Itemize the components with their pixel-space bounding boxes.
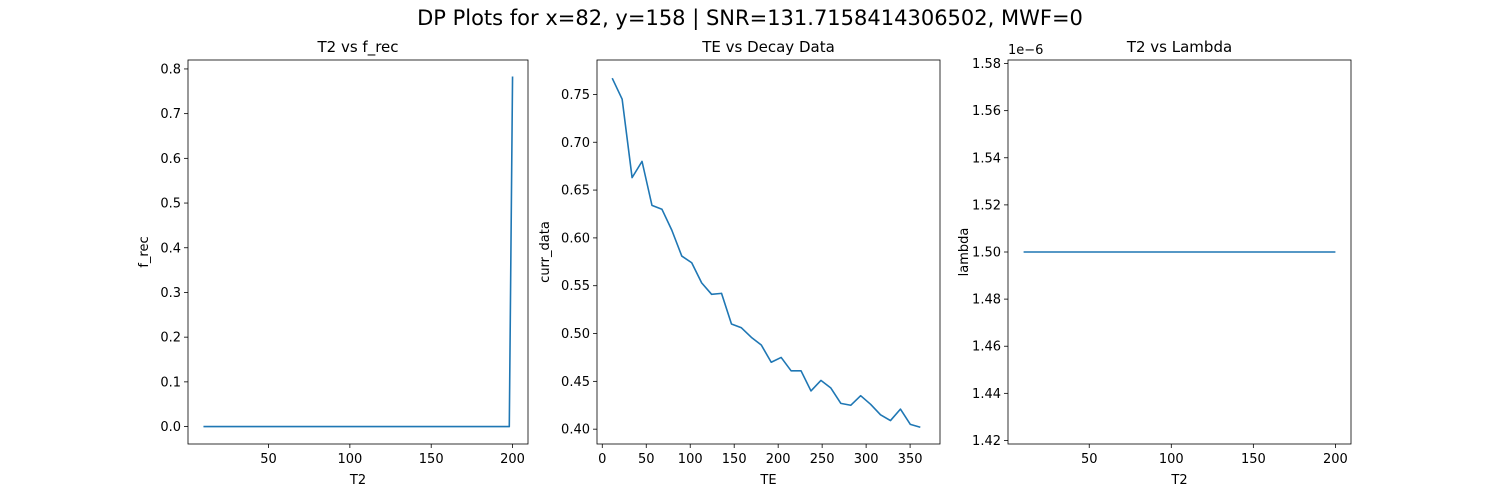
y-tick-label: 1.58: [972, 57, 1001, 72]
x-tick-label: 50: [260, 452, 277, 467]
data-line: [203, 76, 514, 428]
y-tick-label: 0.55: [561, 279, 590, 294]
y-axis-label: curr_data: [538, 221, 553, 283]
x-axis-label: T2: [349, 473, 366, 488]
y-tick-label: 0.65: [561, 184, 590, 199]
x-tick-label: 100: [678, 452, 703, 467]
y-tick-label: 0.50: [561, 327, 590, 342]
y-axis-label: f_rec: [137, 236, 152, 267]
subplot-3: T2 vs Lambda 50 100 150 200 1.42 1.44 1.46 1.48 1…: [957, 38, 1352, 488]
y-axis-offset-text: 1e−6: [1008, 43, 1043, 58]
x-tick-label: 200: [766, 452, 791, 467]
y-tick-label: 0.2: [160, 331, 181, 346]
y-tick-label: 0.4: [160, 241, 181, 256]
subplot-title: T2 vs f_rec: [316, 38, 398, 57]
x-tick-label: 200: [1323, 452, 1348, 467]
y-tick-label: 1.56: [972, 104, 1001, 119]
y-tick-label: 0.75: [561, 88, 590, 103]
axes-frame: [1007, 59, 1352, 445]
x-tick-label: 250: [810, 452, 835, 467]
axes-frame: [187, 59, 529, 445]
x-tick-label: 150: [419, 452, 444, 467]
y-tick-label: 0.0: [160, 420, 181, 435]
x-axis-label: TE: [759, 473, 776, 488]
figure-suptitle: DP Plots for x=82, y=158 | SNR=131.71584…: [417, 6, 1083, 30]
x-tick-label: 50: [638, 452, 655, 467]
axes-frame: [596, 59, 941, 445]
subplot-1: T2 vs f_rec 50 100 150 200 0.0 0.1 0.2 0.3 0.4 0.5…: [137, 38, 529, 488]
y-tick-label: 1.50: [972, 246, 1001, 261]
y-tick-label: 1.44: [972, 387, 1001, 402]
x-axis-label: T2: [1170, 473, 1187, 488]
subplot-title: TE vs Decay Data: [701, 38, 835, 56]
x-tick-label: 150: [722, 452, 747, 467]
x-tick-label: 0: [598, 452, 606, 467]
y-tick-label: 1.52: [972, 198, 1001, 213]
y-tick-label: 1.54: [972, 151, 1001, 166]
x-tick-label: 100: [1159, 452, 1184, 467]
y-tick-label: 1.42: [972, 434, 1001, 449]
y-tick-label: 0.45: [561, 375, 590, 390]
x-tick-label: 200: [500, 452, 525, 467]
y-tick-label: 0.1: [160, 375, 181, 390]
subplot-2: TE vs Decay Data 0 50 100 150 200 250 300 350 0.4…: [538, 38, 941, 488]
y-tick-label: 0.6: [160, 152, 181, 167]
y-tick-label: 1.46: [972, 340, 1001, 355]
data-line: [611, 77, 921, 429]
y-tick-label: 0.60: [561, 231, 590, 246]
x-tick-label: 50: [1081, 452, 1098, 467]
y-tick-label: 0.70: [561, 136, 590, 151]
y-tick-label: 0.5: [160, 197, 181, 212]
y-tick-label: 0.3: [160, 286, 181, 301]
x-tick-label: 300: [854, 452, 879, 467]
x-tick-label: 350: [898, 452, 923, 467]
y-tick-label: 0.8: [160, 62, 181, 77]
x-tick-label: 100: [337, 452, 362, 467]
y-tick-label: 1.48: [972, 293, 1001, 308]
y-axis-label: lambda: [957, 228, 972, 277]
y-tick-label: 0.7: [160, 107, 181, 122]
x-tick-label: 150: [1241, 452, 1266, 467]
y-tick-label: 0.40: [561, 423, 590, 438]
subplot-title: T2 vs Lambda: [1126, 38, 1232, 56]
